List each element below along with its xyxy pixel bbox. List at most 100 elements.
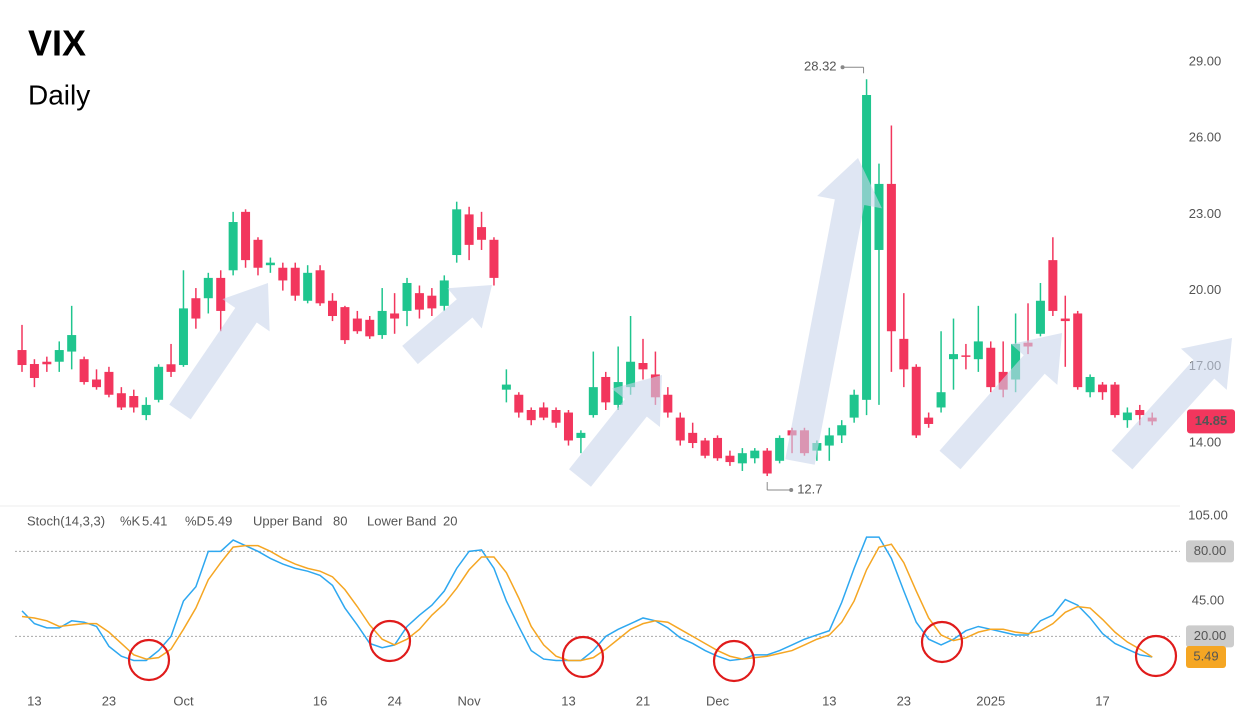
candle-body xyxy=(67,335,77,352)
candle-body xyxy=(216,277,226,311)
candle-body xyxy=(278,267,288,281)
candle-body xyxy=(377,310,387,336)
candle-body xyxy=(116,393,126,408)
candle-body xyxy=(862,95,872,400)
candle-body xyxy=(601,376,611,403)
legend-value: 5.49 xyxy=(207,513,232,528)
candle-body xyxy=(17,350,27,366)
trend-arrow xyxy=(569,375,662,487)
candle-body xyxy=(203,277,213,299)
trend-arrow xyxy=(939,333,1062,470)
annotation-dot xyxy=(789,488,794,493)
candle-body xyxy=(713,437,723,459)
candle-body xyxy=(1122,412,1132,421)
candle-body xyxy=(265,262,275,266)
candle-body xyxy=(551,409,561,423)
candle-body xyxy=(178,308,188,366)
candle-body xyxy=(626,361,636,388)
indicator-title: Stoch(14,3,3) xyxy=(27,513,105,528)
x-tick-label: Oct xyxy=(173,693,194,708)
candle-body xyxy=(837,425,847,436)
candle-body xyxy=(141,404,151,416)
x-tick-label: 13 xyxy=(27,693,41,708)
highlight-circle xyxy=(127,638,171,682)
candle-body xyxy=(452,209,462,256)
candle-body xyxy=(390,313,400,319)
candle-body xyxy=(775,437,785,461)
candle-body xyxy=(328,300,337,317)
highlight-circle xyxy=(920,620,964,664)
candle-body xyxy=(1048,260,1058,311)
x-tick-label: Nov xyxy=(458,693,482,708)
x-tick-label: 13 xyxy=(561,693,575,708)
legend-band-value: 20 xyxy=(443,513,457,528)
candle-body xyxy=(253,239,263,268)
x-tick-label: 16 xyxy=(313,693,327,708)
x-tick-label: 24 xyxy=(387,693,401,708)
candle-body xyxy=(104,371,114,395)
candle-body xyxy=(352,318,362,332)
candle-body xyxy=(1035,300,1045,334)
highlight-circle xyxy=(561,635,605,679)
candle-body xyxy=(501,384,511,390)
candle-body xyxy=(973,341,983,360)
candle-body xyxy=(191,298,201,319)
x-tick-label: 2025 xyxy=(976,693,1005,708)
y-tick-label: 20.00 xyxy=(1189,282,1222,297)
candle-body xyxy=(688,432,698,444)
candle-body xyxy=(477,227,487,240)
candle-body xyxy=(489,239,499,278)
candle-body xyxy=(675,417,685,441)
candle-body xyxy=(911,366,921,436)
x-tick-label: 23 xyxy=(897,693,911,708)
candle-body xyxy=(899,338,909,370)
y-tick-label: 26.00 xyxy=(1189,130,1222,145)
candle-body xyxy=(539,407,549,418)
candle-body xyxy=(303,272,313,301)
band-label: 20.00 xyxy=(1194,628,1227,643)
high-label: 28.32 xyxy=(804,59,837,74)
candle-body xyxy=(986,347,996,388)
trend-arrow xyxy=(402,285,492,365)
candle-body xyxy=(464,214,474,245)
candle-body xyxy=(588,387,598,416)
candle-body xyxy=(427,295,437,309)
candle-body xyxy=(936,392,946,408)
chart-title: VIX xyxy=(28,23,86,64)
candle-body xyxy=(725,455,735,463)
candle-body xyxy=(924,417,934,424)
candle-body xyxy=(1060,318,1070,322)
candle-body xyxy=(526,409,536,421)
legend-name: %D xyxy=(185,513,206,528)
candle-body xyxy=(949,354,958,360)
annotation-dot xyxy=(840,65,845,70)
candle-body xyxy=(737,453,747,464)
low-label: 12.7 xyxy=(797,481,822,496)
candle-body xyxy=(1098,384,1108,393)
candle-body xyxy=(750,450,760,459)
band-box xyxy=(1186,540,1234,563)
legend-band-name: Lower Band xyxy=(367,513,436,528)
x-tick-label: 13 xyxy=(822,693,836,708)
candle-body xyxy=(92,379,102,388)
candle-body xyxy=(961,355,971,357)
highlight-circle xyxy=(712,639,756,683)
candle-body xyxy=(315,270,325,304)
stoch-line xyxy=(21,543,1153,662)
y-tick-label: 29.00 xyxy=(1189,53,1222,68)
highlight-circle xyxy=(1134,634,1178,678)
candle-body xyxy=(1135,409,1145,416)
x-tick-label: 21 xyxy=(636,693,650,708)
candle-body xyxy=(1011,343,1021,380)
trend-arrow xyxy=(1111,338,1232,470)
candle-body xyxy=(638,363,648,370)
candle-body xyxy=(79,359,89,383)
x-tick-label: Dec xyxy=(706,693,730,708)
last-price-box xyxy=(1187,409,1235,434)
candle-body xyxy=(290,267,300,296)
y-tick-label: 23.00 xyxy=(1189,206,1222,221)
candle-body xyxy=(228,222,238,271)
candle-body xyxy=(762,450,772,474)
